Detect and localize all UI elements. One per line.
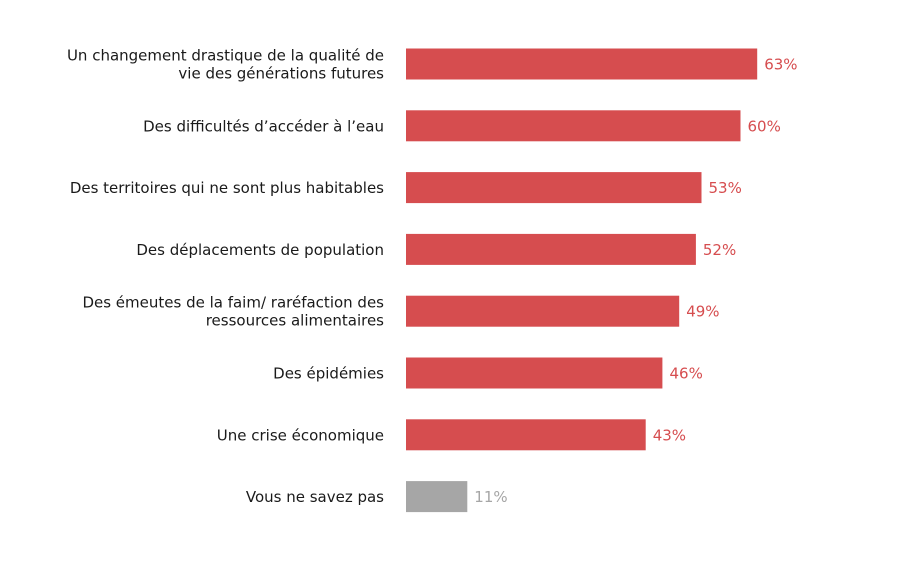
category-label-6: Des épidémies bbox=[273, 365, 384, 383]
category-label-2: Des difficultés d’accéder à l’eau bbox=[143, 117, 384, 135]
bar-3 bbox=[406, 172, 702, 204]
value-label-8: 11% bbox=[474, 488, 507, 506]
bar-7 bbox=[406, 419, 646, 451]
category-label-1-line-2: vie des générations futures bbox=[178, 65, 384, 83]
bar-1 bbox=[406, 48, 758, 80]
value-label-5: 49% bbox=[686, 303, 719, 321]
value-label-1: 63% bbox=[764, 56, 797, 74]
bar-2 bbox=[406, 110, 741, 142]
bar-4 bbox=[406, 233, 696, 265]
value-label-2: 60% bbox=[748, 117, 781, 135]
bar-6 bbox=[406, 357, 663, 389]
category-label-8: Vous ne savez pas bbox=[246, 488, 384, 506]
category-label-1-line-1: Un changement drastique de la qualité de bbox=[67, 47, 384, 65]
category-label-3: Des territoires qui ne sont plus habitab… bbox=[70, 179, 384, 197]
bar-8 bbox=[406, 481, 468, 513]
value-label-4: 52% bbox=[703, 241, 736, 259]
category-label-7: Une crise économique bbox=[217, 426, 384, 444]
category-label-4: Des déplacements de population bbox=[136, 241, 384, 259]
category-label-5-line-1: Des émeutes de la faim/ raréfaction des bbox=[82, 294, 384, 312]
bar-5 bbox=[406, 295, 680, 327]
value-label-7: 43% bbox=[653, 426, 686, 444]
category-label-5-line-2: ressources alimentaires bbox=[206, 312, 384, 330]
value-label-3: 53% bbox=[709, 179, 742, 197]
value-label-6: 46% bbox=[670, 365, 703, 383]
